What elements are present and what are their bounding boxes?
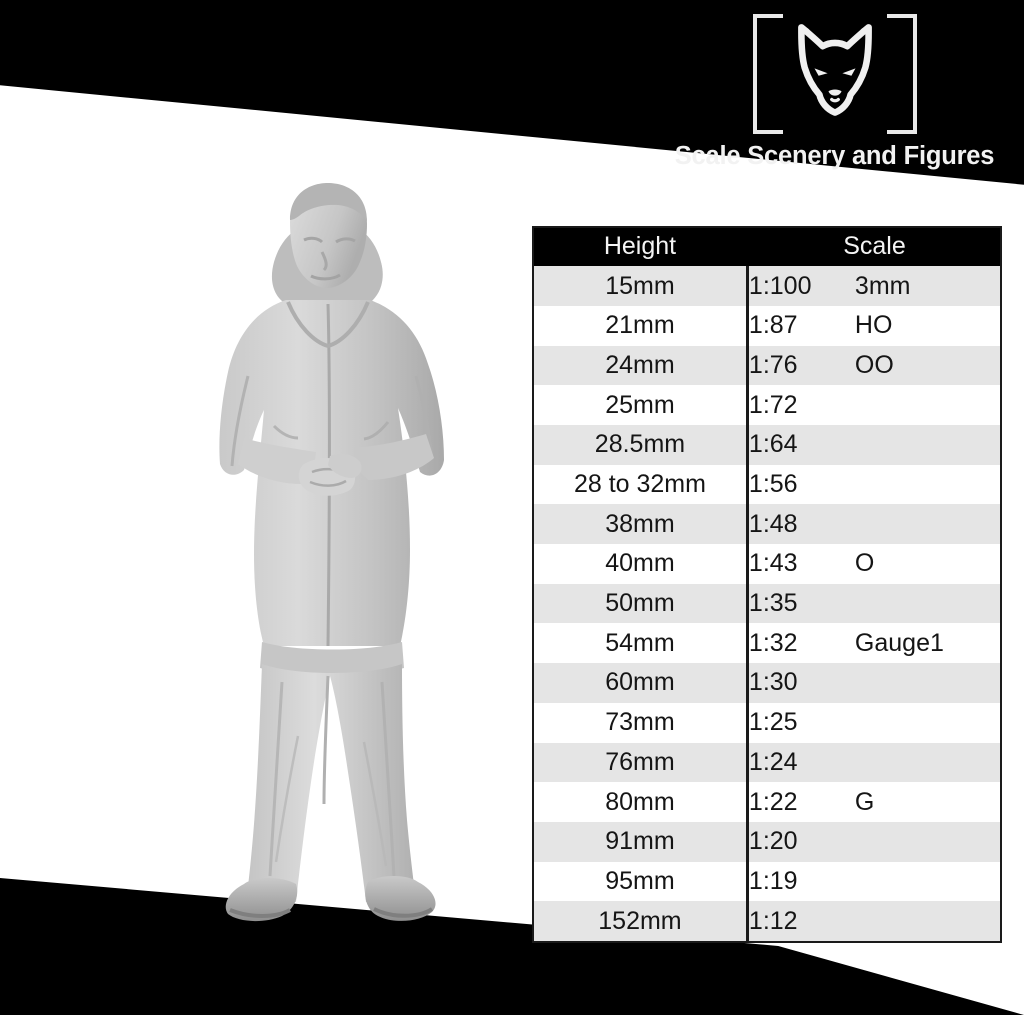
table-row: 21mm 1:87 HO	[534, 305, 1000, 346]
height-cell: 73mm	[534, 702, 749, 743]
height-cell: 54mm	[534, 623, 749, 664]
height-cell: 21mm	[534, 305, 749, 346]
brand-name: Scale Scenery and Figures	[674, 142, 995, 170]
brand-block: Scale Scenery and Figures	[645, 4, 1024, 184]
standing-man-figure	[178, 176, 488, 924]
scale-cell: 1:64	[745, 425, 1000, 465]
column-header-height: Height	[534, 228, 749, 267]
table-row: 15mm 1:100 3mm	[534, 266, 1000, 306]
height-cell: 24mm	[534, 345, 749, 386]
table-row: 76mm 1:24	[534, 742, 1000, 783]
scale-alias: HO	[854, 311, 893, 340]
table-row: 28 to 32mm 1:56	[534, 464, 1000, 505]
bracket-right-icon	[886, 14, 917, 134]
scale-ratio: 1:76	[748, 350, 798, 379]
table-row: 24mm 1:76 OO	[534, 345, 1000, 386]
height-cell: 28 to 32mm	[534, 464, 749, 505]
table-row: 91mm 1:20	[534, 821, 1000, 862]
scale-cell: 1:22 G	[745, 782, 1000, 822]
column-header-scale: Scale	[745, 228, 1000, 267]
scale-ratio: 1:32	[748, 628, 798, 657]
height-cell: 25mm	[534, 385, 749, 425]
brand-logo	[747, 8, 923, 134]
scale-ratio: 1:43	[748, 549, 798, 578]
scale-alias: 3mm	[854, 271, 911, 300]
height-cell: 80mm	[534, 782, 749, 822]
table-row: 95mm 1:19	[534, 861, 1000, 902]
scale-cell: 1:87 HO	[745, 305, 1000, 346]
scale-cell: 1:32 Gauge1	[745, 623, 1000, 664]
bracket-left-icon	[752, 14, 783, 134]
height-cell: 15mm	[534, 266, 749, 306]
table-body: 15mm 1:100 3mm 21mm 1:87 HO 24mm 1:76 OO 25mm 1:72…	[534, 266, 1000, 941]
scale-alias: O	[854, 549, 875, 578]
scale-cell: 1:35	[745, 583, 1000, 624]
scale-cell: 1:20	[745, 821, 1000, 862]
table-row: 38mm 1:48	[534, 504, 1000, 545]
table-row: 54mm 1:32 Gauge1	[534, 623, 1000, 664]
height-cell: 76mm	[534, 742, 749, 783]
table-row: 40mm 1:43 O	[534, 544, 1000, 584]
scale-ratio: 1:24	[748, 747, 798, 776]
scale-ratio: 1:72	[748, 390, 798, 419]
scale-cell: 1:72	[745, 385, 1000, 425]
scale-cell: 1:24	[745, 742, 1000, 783]
scale-alias: OO	[854, 350, 894, 379]
scale-cell: 1:100 3mm	[745, 266, 1000, 306]
height-cell: 152mm	[534, 901, 749, 941]
scale-ratio: 1:30	[748, 668, 798, 697]
height-cell: 50mm	[534, 583, 749, 624]
scale-ratio: 1:100	[748, 271, 812, 300]
wolf-head-icon	[794, 24, 876, 116]
table-row: 25mm 1:72	[534, 385, 1000, 425]
table-row: 152mm 1:12	[534, 901, 1000, 941]
scale-ratio: 1:87	[748, 311, 798, 340]
scale-ratio: 1:25	[748, 708, 798, 737]
scale-ratio: 1:12	[748, 906, 798, 935]
scale-cell: 1:19	[745, 861, 1000, 902]
scale-cell: 1:48	[745, 504, 1000, 545]
table-row: 80mm 1:22 G	[534, 782, 1000, 822]
scale-cell: 1:12	[745, 901, 1000, 941]
height-cell: 95mm	[534, 861, 749, 902]
height-cell: 40mm	[534, 544, 749, 584]
scale-cell: 1:76 OO	[745, 345, 1000, 386]
height-scale-table: Height Scale 15mm 1:100 3mm 21mm 1:87 HO 24mm 1…	[532, 226, 1002, 943]
height-cell: 91mm	[534, 821, 749, 862]
scale-ratio: 1:48	[748, 509, 798, 538]
table-header-row: Height Scale	[534, 228, 1000, 267]
height-cell: 38mm	[534, 504, 749, 545]
scale-cell: 1:25	[745, 702, 1000, 743]
scale-ratio: 1:35	[748, 589, 798, 618]
table-row: 60mm 1:30	[534, 663, 1000, 703]
scale-alias: Gauge1	[854, 628, 944, 657]
scale-ratio: 1:19	[748, 866, 798, 895]
scale-ratio: 1:20	[748, 827, 798, 856]
height-cell: 60mm	[534, 663, 749, 703]
table-row: 73mm 1:25	[534, 702, 1000, 743]
scale-ratio: 1:22	[748, 787, 798, 816]
scale-ratio: 1:56	[748, 470, 798, 499]
scale-alias: G	[854, 787, 875, 816]
scale-cell: 1:56	[745, 464, 1000, 505]
scale-cell: 1:43 O	[745, 544, 1000, 584]
height-cell: 28.5mm	[534, 425, 749, 465]
scale-cell: 1:30	[745, 663, 1000, 703]
table-row: 28.5mm 1:64	[534, 425, 1000, 465]
scale-ratio: 1:64	[748, 430, 798, 459]
table-row: 50mm 1:35	[534, 583, 1000, 624]
